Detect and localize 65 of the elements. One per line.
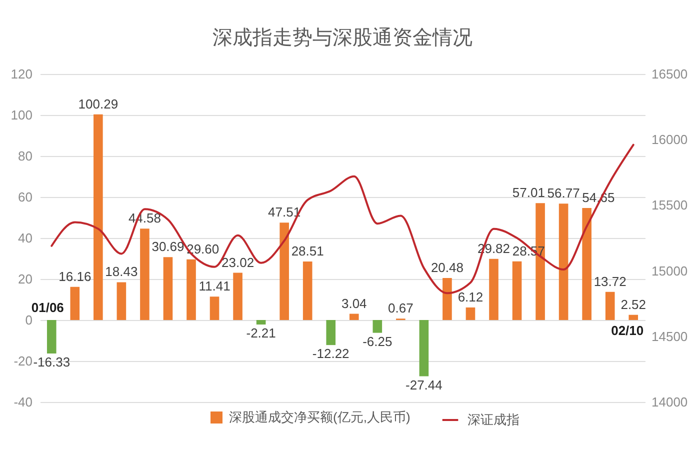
bar: [558, 204, 568, 320]
bar: [349, 314, 359, 320]
data-label: -2.21: [246, 326, 276, 341]
y-tick-label: 40: [18, 230, 32, 246]
bar: [489, 258, 498, 320]
y2-tick-label: 14000: [652, 394, 688, 410]
data-label: 6.12: [458, 289, 484, 304]
data-label: 23.02: [222, 254, 254, 270]
y2-tick-label: 16500: [652, 66, 688, 82]
y2-tick-label: 15500: [652, 198, 688, 213]
x-tick-label: 02/10: [611, 323, 644, 338]
data-label: 3.04: [341, 296, 367, 311]
y-tick-label: 100: [10, 108, 32, 122]
data-label: 13.72: [594, 274, 626, 289]
data-label: 100.29: [78, 96, 118, 112]
bar: [94, 114, 103, 320]
bar: [280, 222, 289, 320]
bar: [419, 320, 429, 376]
bar: [210, 296, 220, 320]
y-tick-label: -20: [14, 354, 32, 368]
bar: [326, 320, 336, 346]
legend-label: 深证成指: [467, 412, 520, 427]
data-label: -12.22: [312, 346, 350, 362]
data-label: 56.77: [547, 186, 580, 201]
bar: [512, 261, 522, 320]
bar: [605, 292, 615, 320]
data-label: 18.43: [105, 264, 138, 280]
data-label: 20.48: [430, 260, 464, 276]
y-tick-label: 20: [18, 272, 32, 286]
data-label: 57.01: [512, 185, 545, 200]
y-tick-label: 60: [18, 190, 32, 204]
data-label: 29.60: [186, 241, 220, 256]
bar: [70, 286, 80, 320]
bar: [233, 272, 242, 320]
y2-tick-label: 14500: [652, 328, 688, 344]
bar: [140, 228, 150, 320]
data-label: -6.25: [362, 334, 392, 349]
y2-tick-label: 16000: [652, 132, 688, 148]
y-tick-label: 120: [10, 66, 32, 82]
data-label: 16.16: [58, 268, 92, 284]
data-label: -16.33: [33, 354, 70, 370]
y-tick-label: 0: [25, 312, 32, 328]
y-tick-label: -40: [14, 394, 32, 410]
bar: [186, 259, 196, 320]
bar: [628, 314, 638, 320]
bar: [466, 307, 476, 320]
data-label: 11.41: [198, 278, 230, 294]
data-label: 30.69: [152, 239, 184, 254]
data-label: 28.51: [291, 244, 324, 259]
bar: [116, 282, 126, 320]
legend-label: 深股通成交净买额(亿元,人民币): [229, 410, 410, 424]
bar: [302, 262, 312, 320]
data-label: 2.52: [620, 296, 646, 312]
bar: [46, 320, 56, 354]
bar: [442, 278, 452, 320]
data-label: -27.44: [406, 377, 442, 392]
bar: [256, 320, 266, 325]
bar: [582, 208, 592, 320]
y2-tick-label: 15000: [652, 263, 688, 278]
data-label: 0.67: [388, 300, 414, 316]
x-tick-label: 01/06: [31, 300, 64, 315]
chart-title: 深成指走势与深股通资金情况: [212, 25, 472, 49]
bar: [372, 320, 382, 333]
y-tick-label: 80: [18, 148, 32, 164]
bar: [163, 257, 173, 320]
